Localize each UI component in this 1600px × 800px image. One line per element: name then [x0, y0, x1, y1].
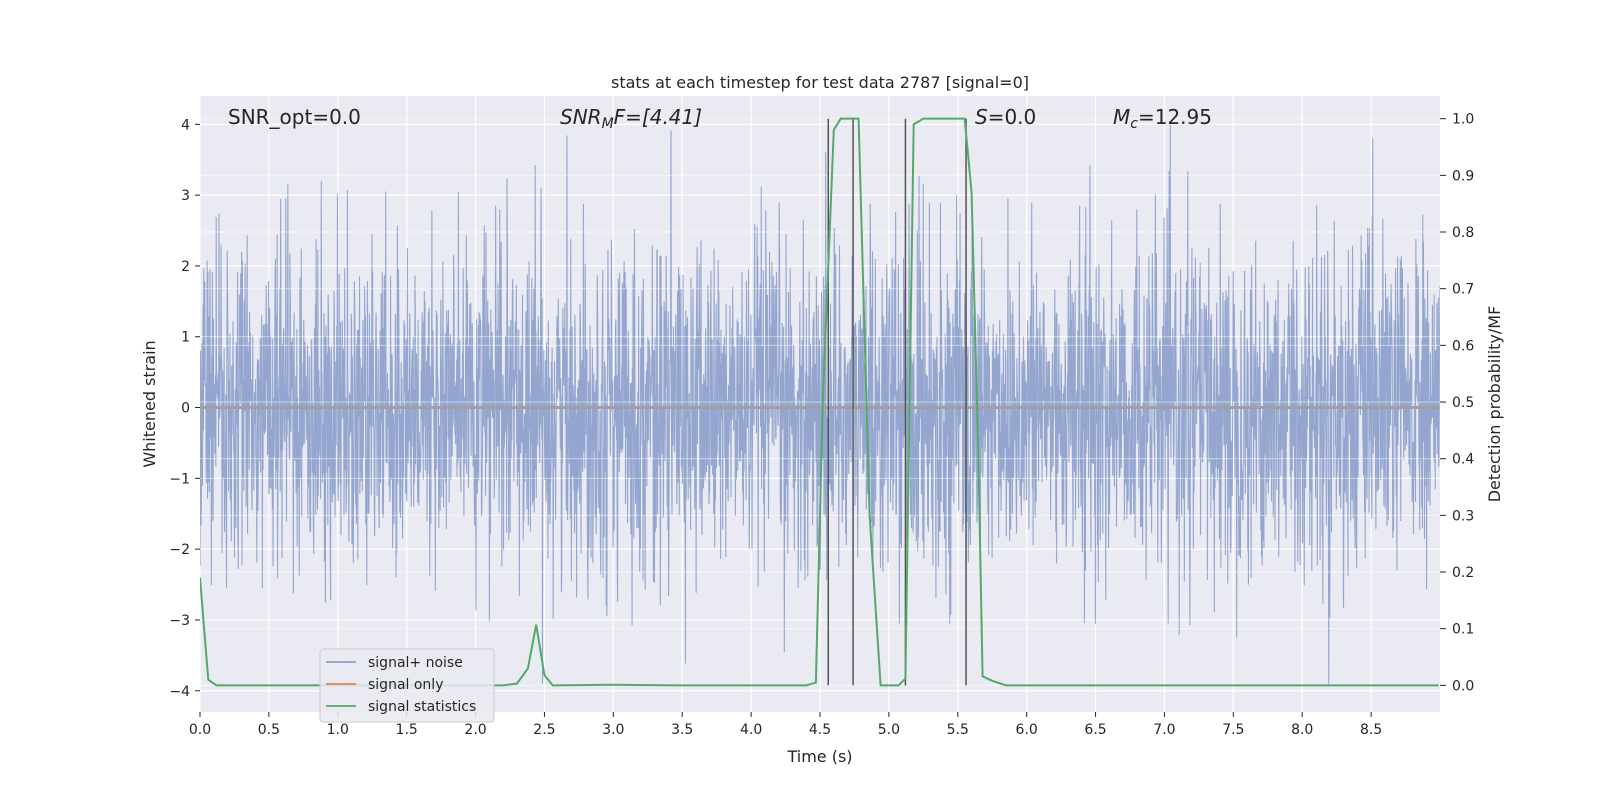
vertical-markers: [827, 118, 967, 686]
snr-mf-rest: F=[4.41]: [614, 105, 702, 129]
x-tick-label: 5.5: [947, 722, 969, 738]
y2-tick-label: 0.4: [1452, 452, 1474, 468]
legend-box: [319, 648, 495, 723]
y-tick-label: 3: [181, 188, 190, 204]
mc-sub: c: [1130, 116, 1138, 132]
x-tick-label: 8.5: [1360, 722, 1382, 738]
annotation-snr-mf: SNRMF=[4.41]: [560, 105, 702, 132]
x-tick-label: 3.5: [671, 722, 693, 738]
x-tick-label: 8.0: [1291, 722, 1313, 738]
x-tick-label: 4.5: [809, 722, 831, 738]
y2-axis-label: Detection probability/MF: [1485, 306, 1504, 503]
y2-tick-label: 0.8: [1452, 225, 1474, 241]
x-tick-label: 4.0: [740, 722, 762, 738]
y-tick-label: 1: [181, 330, 190, 346]
x-tick-label: 3.0: [602, 722, 624, 738]
snr-mf-sub: M: [602, 116, 614, 132]
x-tick-label: 2.5: [533, 722, 555, 738]
y2-tick-label: 0.0: [1452, 678, 1474, 694]
y-tick-label: 2: [181, 259, 190, 275]
x-tick-label: 5.0: [878, 722, 900, 738]
x-tick-label: 6.0: [1016, 722, 1038, 738]
signal-statistics-series: [200, 117, 1439, 687]
y-tick-label: −2: [169, 542, 190, 558]
grid-overlay: [200, 118, 1440, 692]
y2-tick-label: 0.3: [1452, 508, 1474, 524]
y-tick-label: 0: [181, 401, 190, 417]
legend: signal+ noise signal only signal statist…: [319, 648, 495, 723]
y-tick-label: −1: [169, 471, 190, 487]
y2-tick-label: 0.9: [1452, 168, 1474, 184]
s-italic: S: [975, 105, 988, 129]
chart-title: stats at each timestep for test data 278…: [611, 73, 1029, 92]
legend-label-signal-noise: signal+ noise: [368, 655, 463, 671]
mc-rest: =12.95: [1138, 105, 1212, 129]
x-tick-label: 6.5: [1084, 722, 1106, 738]
x-tick-label: 0.0: [189, 722, 211, 738]
y2-tick-label: 0.5: [1452, 395, 1474, 411]
x-tick-label: 0.5: [258, 722, 280, 738]
x-tick-label: 1.5: [396, 722, 418, 738]
y2-tick-label: 0.2: [1452, 565, 1474, 581]
x-tick-label: 1.0: [327, 722, 349, 738]
snr-mf-base: SNR: [560, 105, 602, 129]
y2-tick-label: 0.1: [1452, 622, 1474, 638]
plot-area: [200, 117, 1440, 692]
y2-tick-label: 1.0: [1452, 112, 1474, 128]
y-axis-label: Whitened strain: [140, 340, 159, 467]
legend-label-signal-statistics: signal statistics: [368, 699, 476, 715]
annotation-mc: Mc=12.95: [1113, 105, 1212, 132]
y2-tick-label: 0.6: [1452, 338, 1474, 354]
legend-label-signal-only: signal only: [368, 677, 443, 693]
s-rest: =0.0: [988, 105, 1037, 129]
signal-statistics-line: [200, 117, 1439, 687]
x-tick-label: 7.0: [1153, 722, 1175, 738]
annotation-s: S=0.0: [975, 105, 1036, 129]
x-axis-ticks: 0.0 0.5 1.0 1.5 2.0 2.5 3.0 3.5 4.0 4.5 5.0 5.5 6.0 6…: [189, 712, 1382, 738]
x-tick-label: 7.5: [1222, 722, 1244, 738]
mc-base: M: [1113, 105, 1130, 129]
y2-tick-label: 0.7: [1452, 282, 1474, 298]
annotation-snr-opt: SNR_opt=0.0: [228, 105, 361, 129]
y-tick-label: −3: [169, 613, 190, 629]
y-tick-label: −4: [169, 684, 190, 700]
y2-axis-ticks: 1.0 0.9 0.8 0.7 0.6 0.5 0.4 0.3 0.2 0.1 0.0: [1440, 112, 1474, 694]
y-tick-label: 4: [181, 117, 190, 133]
y-axis-ticks: 4 3 2 1 0 −1 −2 −3 −4: [169, 117, 200, 700]
x-axis-label: Time (s): [786, 747, 852, 766]
x-tick-label: 2.0: [464, 722, 486, 738]
